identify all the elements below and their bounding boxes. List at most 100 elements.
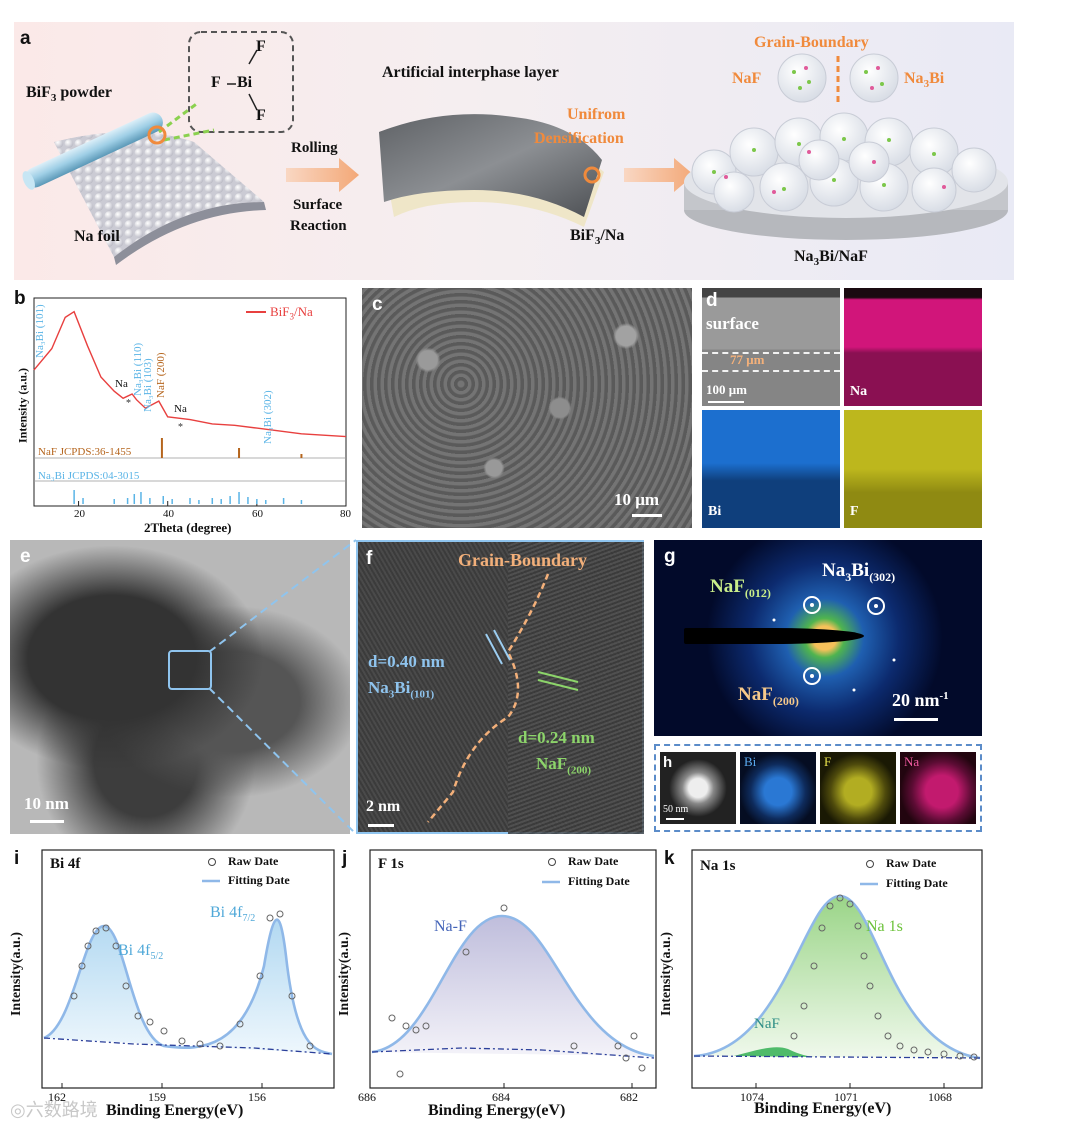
panel-label-a: a	[20, 28, 31, 49]
j-fit-legend: Fitting Date	[568, 874, 630, 888]
i-tick-159: 159	[148, 1090, 166, 1104]
xrd-peak-na2: Na	[174, 403, 187, 415]
f-d1-text: d=0.40 nm	[368, 652, 445, 671]
na-foil-label: Na foil	[74, 228, 120, 245]
k-tick-1074: 1074	[740, 1090, 764, 1104]
d-thickness-text: 77 μm	[730, 352, 765, 367]
grain-boundary-label: Grain-Boundary	[754, 34, 869, 51]
svg-text:*: *	[178, 422, 183, 433]
d-surface-image: d surface 77 μm 100 μm	[702, 288, 840, 406]
panel-k: k Na 1s Raw Date Fitting Date Na 1s NaF …	[659, 846, 990, 1124]
j-title: F 1s	[378, 856, 404, 872]
g-scale-text: 20 nm-1	[892, 690, 949, 710]
g-ring-markers	[772, 596, 896, 692]
na3bi-reference-lines	[73, 490, 303, 504]
sem-scale-text: 10 μm	[614, 490, 660, 509]
k-peak1: Na 1s	[866, 918, 903, 935]
d-scale-bar	[708, 401, 744, 403]
k-xlabel: Binding Energy(eV)	[754, 1100, 892, 1117]
zoom-box	[168, 650, 212, 690]
f-d2-phase: NaF(200)	[536, 754, 591, 777]
molecule-f-left: F	[211, 74, 221, 91]
panel-f-hrtem-image: f Grain-Boundary d=0.40 nm Na3Bi(101) d=…	[356, 540, 644, 834]
watermark-icon: ◎	[10, 1100, 26, 1121]
na3bi-label-a: Na3Bi	[904, 70, 945, 91]
bif3-na-label: BiF3/Na	[570, 227, 625, 248]
na3bi-ref-label: Na₃Bi JCPDS:04-3015	[38, 470, 140, 482]
molecule-f-top: F	[256, 38, 266, 55]
d-interface-line	[702, 370, 840, 372]
panel-label-g: g	[664, 546, 676, 567]
xrd-peak-na1: Na	[115, 378, 128, 390]
g-naf012-text: NaF(012)	[710, 576, 771, 600]
j-ylabel: Intensity(a.u.)	[337, 932, 352, 1017]
f-d2-text: d=0.24 nm	[518, 728, 595, 747]
xrd-tick-40: 40	[163, 508, 174, 520]
k-tick-1071: 1071	[834, 1090, 858, 1104]
naf-ref-label: NaF JCPDS:36-1455	[38, 446, 132, 458]
d-bi-map: Bi	[702, 410, 840, 528]
h-na-label: Na	[904, 754, 920, 769]
k-fit-legend: Fitting Date	[886, 876, 948, 890]
g-scale-bar	[894, 718, 938, 721]
naf-reference-lines	[160, 438, 303, 458]
panel-i: i Bi 4f Raw Date Fitting Date Bi 4f5/2 B…	[9, 846, 340, 1124]
k-title: Na 1s	[700, 858, 736, 874]
panel-label-e: e	[20, 546, 31, 567]
panel-label-d: d	[706, 290, 718, 311]
f-d1-phase: Na3Bi(101)	[368, 678, 435, 701]
g-beam-stop	[684, 628, 864, 644]
xrd-xlabel: 2Theta (degree)	[144, 520, 232, 535]
f-scale-text: 2 nm	[366, 798, 401, 815]
f-boundary-line	[427, 573, 579, 823]
svg-text:*: *	[126, 398, 131, 409]
k-peak2: NaF	[754, 1016, 780, 1032]
xps-f1s-chart	[369, 849, 657, 1089]
panel-label-c: c	[372, 294, 383, 315]
xrd-legend: BiF3/Na	[270, 304, 313, 322]
k-raw-legend: Raw Date	[886, 856, 937, 870]
k-ylabel: Intensity(a.u.)	[659, 932, 674, 1017]
k-tick-1068: 1068	[928, 1090, 952, 1104]
h-f-map: F	[820, 752, 896, 824]
d-na-map: Na	[844, 288, 982, 406]
d-na-label: Na	[850, 384, 868, 399]
j-peak: Na-F	[434, 918, 467, 935]
rolling-label: Rolling	[291, 140, 338, 156]
d-surface-line	[702, 352, 840, 354]
panel-c-sem-image: c 10 μm	[362, 288, 692, 528]
i-tick-156: 156	[248, 1090, 266, 1104]
h-haadf-image: h 50 nm	[660, 752, 736, 824]
f-grain-text: Grain-Boundary	[458, 550, 588, 570]
h-bi-map: Bi	[740, 752, 816, 824]
unifrom-label: Unifrom	[567, 106, 626, 123]
tem-scale-text: 10 nm	[24, 794, 69, 813]
xrd-tick-80: 80	[340, 508, 351, 520]
i-tick-162: 162	[48, 1090, 66, 1104]
d-f-map: F	[844, 410, 982, 528]
j-tick-682: 682	[620, 1090, 638, 1104]
xps-bi4f-chart	[41, 849, 335, 1089]
panel-label-b: b	[14, 288, 26, 309]
h-f-label: F	[824, 754, 832, 769]
h-scale-bar	[666, 818, 684, 820]
xps-na1s-chart	[691, 849, 983, 1089]
i-fit-legend: Fitting Date	[228, 873, 290, 887]
panel-b: b * * BiF3/Na Intensity (a.u.) 2Theta (d…	[14, 288, 356, 538]
i-xlabel: Binding Energy(eV)	[106, 1102, 244, 1119]
j-tick-686: 686	[358, 1090, 376, 1104]
h-scale-text: 50 nm	[663, 804, 689, 815]
naf-label-a: NaF	[732, 70, 762, 87]
molecule-bi: Bi	[237, 74, 253, 91]
panel-a: a	[14, 22, 1014, 280]
g-naf200-text: NaF(200)	[738, 684, 799, 708]
panel-label-k: k	[664, 848, 675, 869]
xrd-tick-60: 60	[252, 508, 263, 520]
j-xlabel: Binding Energy(eV)	[428, 1102, 566, 1119]
tem-scale-bar	[30, 820, 64, 823]
h-na-map: Na	[900, 752, 976, 824]
panel-j: j F 1s Raw Date Fitting Date Na-F Intens…	[337, 846, 660, 1124]
reaction-label: Reaction	[290, 218, 347, 234]
molecule-f-bottom: F	[256, 107, 266, 124]
g-na3bi-text: Na3Bi(302)	[822, 560, 896, 584]
